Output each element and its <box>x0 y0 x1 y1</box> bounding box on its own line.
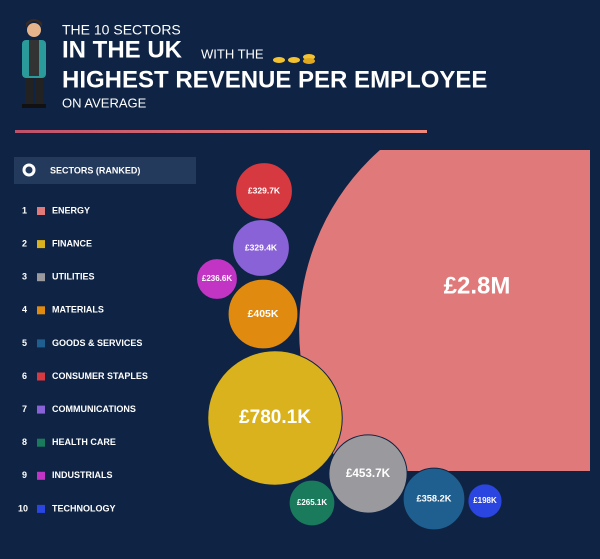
legend-label: ENERGY <box>52 205 90 215</box>
legend-label: HEALTH CARE <box>52 437 116 447</box>
bubble-label: £405K <box>248 309 279 320</box>
legend-swatch <box>37 339 45 348</box>
bubble <box>207 350 343 486</box>
legend-rank: 10 <box>18 503 28 513</box>
bubble <box>288 479 336 527</box>
bubble <box>298 150 590 471</box>
legend: 1 ENERGY 2 FINANCE 3 UTILITIES 4 MATERIALS 5 GOOD… <box>18 205 148 513</box>
bubble-label: £358.2K <box>417 493 452 503</box>
bubble <box>227 278 299 350</box>
legend-rank: 2 <box>22 238 27 248</box>
coins-icon <box>273 54 315 64</box>
bubble <box>232 219 290 277</box>
legend-label: CONSUMER STAPLES <box>52 371 148 381</box>
legend-swatch <box>37 240 45 249</box>
bubble-label: £780.1K <box>239 407 311 428</box>
legend-rank: 9 <box>22 470 27 480</box>
legend-title: SECTORS (RANKED) <box>50 165 140 175</box>
legend-header <box>14 157 196 184</box>
legend-rank: 4 <box>22 305 27 315</box>
legend-label: UTILITIES <box>52 272 95 282</box>
legend-label: FINANCE <box>52 238 92 248</box>
legend-label: GOODS & SERVICES <box>52 338 142 348</box>
legend-swatch <box>37 438 45 447</box>
legend-rank: 6 <box>22 371 27 381</box>
legend-label: MATERIALS <box>52 305 104 315</box>
bubble-label: £198K <box>473 496 497 505</box>
bubble-label: £329.4K <box>245 242 278 252</box>
bubble-label: £453.7K <box>346 467 391 480</box>
legend-rank: 7 <box>22 404 27 414</box>
title-line: IN THE UK <box>62 36 183 63</box>
bubble-label: £236.6K <box>202 274 232 283</box>
bubble <box>402 467 466 531</box>
bubble-label: £2.8M <box>444 272 511 299</box>
legend-swatch <box>37 405 45 414</box>
legend-swatch <box>37 372 45 381</box>
legend-swatch <box>37 207 45 215</box>
legend-swatch <box>37 306 45 315</box>
legend-rank: 3 <box>22 272 27 282</box>
title-line: THE 10 SECTORS <box>62 22 181 38</box>
bubble <box>196 258 238 300</box>
legend-swatch <box>37 273 45 282</box>
title-line: ON AVERAGE <box>62 95 147 110</box>
bubble-label: £329.7K <box>248 185 281 195</box>
legend-label: TECHNOLOGY <box>52 503 116 513</box>
legend-rank: 5 <box>22 338 27 348</box>
bubble-label: £265.1K <box>297 498 327 507</box>
gear-icon <box>22 163 36 177</box>
bubbles: £2.8M £780.1K £453.7K £405K £358.2K £329.7K £3… <box>196 150 590 531</box>
person-icon <box>22 19 46 108</box>
bubble <box>467 483 503 519</box>
legend-label: INDUSTRIALS <box>52 470 113 480</box>
legend-label: COMMUNICATIONS <box>52 404 136 414</box>
title-line: HIGHEST REVENUE PER EMPLOYEE <box>62 66 487 93</box>
legend-rank: 8 <box>22 437 27 447</box>
title-line: WITH THE <box>201 46 264 61</box>
bubble <box>328 434 408 514</box>
divider <box>15 130 427 133</box>
legend-rank: 1 <box>22 205 27 215</box>
legend-swatch <box>37 471 45 480</box>
legend-swatch <box>37 504 45 513</box>
